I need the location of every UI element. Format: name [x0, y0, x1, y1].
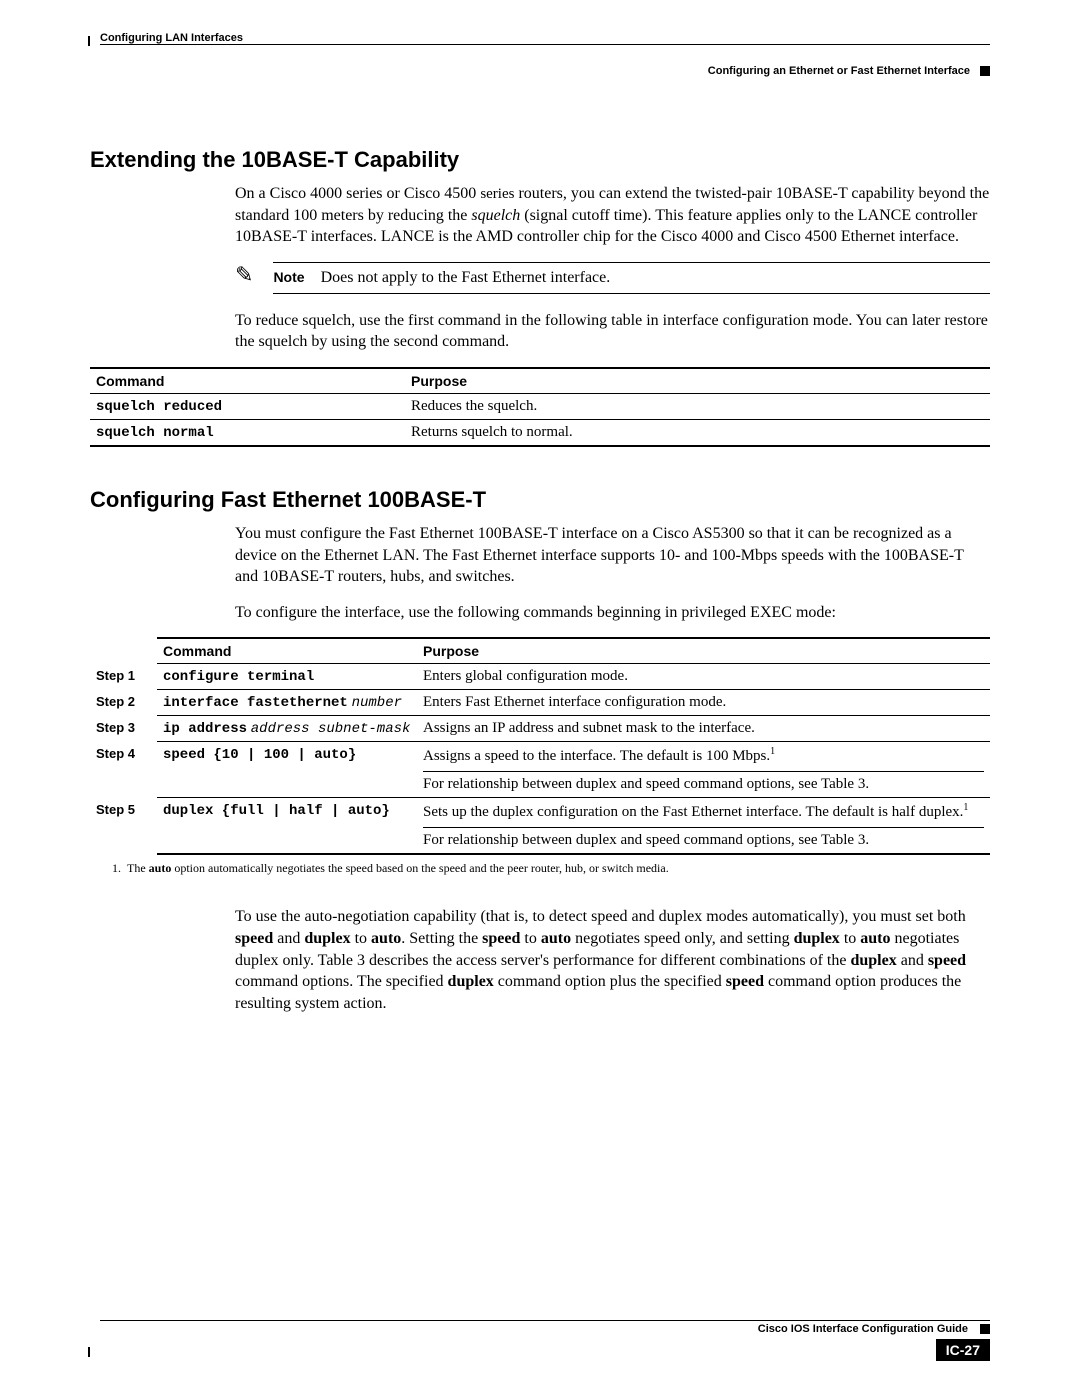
note-block: ✎ Note Does not apply to the Fast Ethern…: [235, 262, 990, 300]
table2-col-purpose: Purpose: [417, 638, 990, 664]
footnote: 1. The auto option automatically negotia…: [112, 861, 990, 876]
note-icon: ✎: [235, 262, 253, 288]
squelch-table: Command Purpose squelch reduced Reduces …: [90, 367, 990, 447]
table-row: Step 4 speed {10 | 100 | auto} Assigns a…: [90, 742, 990, 798]
section2-para2: To configure the interface, use the foll…: [90, 602, 990, 624]
auto-negotiation-para: To use the auto-negotiation capability (…: [90, 906, 990, 1014]
footer-marker-icon: [980, 1324, 990, 1334]
footer-rule: [100, 1320, 990, 1321]
section1-para2: To reduce squelch, use the first command…: [90, 310, 990, 353]
header-left-bar: [88, 36, 90, 46]
section2-para1: You must configure the Fast Ethernet 100…: [90, 523, 990, 588]
section1-para1: On a Cisco 4000 series or Cisco 4500 ser…: [90, 183, 990, 248]
header-marker-icon: [980, 66, 990, 76]
footer-guide-title: Cisco IOS Interface Configuration Guide: [758, 1323, 968, 1335]
section1-title: Extending the 10BASE-T Capability: [90, 147, 990, 173]
note-label: Note: [273, 269, 304, 285]
table-row: Step 3 ip address address subnet-mask As…: [90, 716, 990, 742]
page-number: IC-27: [936, 1339, 990, 1361]
steps-table: Command Purpose Step 1 configure termina…: [90, 637, 990, 855]
section2-title: Configuring Fast Ethernet 100BASE-T: [90, 487, 990, 513]
table-row: Step 2 interface fastethernet number Ent…: [90, 690, 990, 716]
note-text: Does not apply to the Fast Ethernet inte…: [321, 269, 611, 287]
table-row: squelch reduced Reduces the squelch.: [90, 393, 990, 419]
header-left-text: Configuring LAN Interfaces: [100, 32, 243, 44]
table1-col1: Command: [90, 368, 405, 394]
table-row: Step 1 configure terminal Enters global …: [90, 664, 990, 690]
table1-col2: Purpose: [405, 368, 990, 394]
header-right-text: Configuring an Ethernet or Fast Ethernet…: [708, 65, 970, 77]
table-row: squelch normal Returns squelch to normal…: [90, 419, 990, 446]
table-row: Step 5 duplex {full | half | auto} Sets …: [90, 798, 990, 855]
table2-col-cmd: Command: [157, 638, 417, 664]
